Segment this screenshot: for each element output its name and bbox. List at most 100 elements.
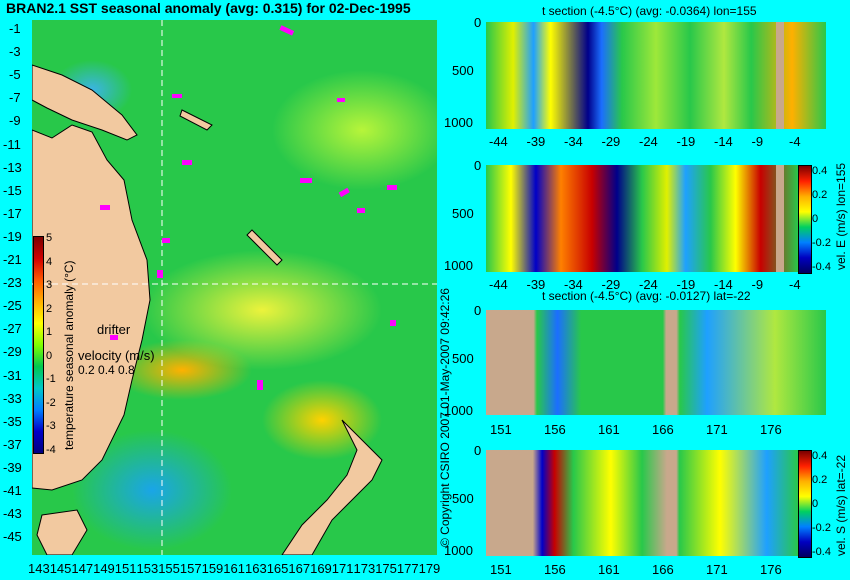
panel-x-tick: 156 [544,562,566,577]
panel-x-tick: 171 [706,562,728,577]
drifter-marker [157,270,163,278]
panel-y-tick: 0 [474,15,482,30]
drifter-marker [300,178,312,183]
map-colorbar-tick: -2 [46,396,56,409]
map-y-tick: -5 [9,67,21,83]
velocity-legend-scale: 0.2 0.4 0.8 [78,363,135,377]
map-y-tick: -17 [3,205,22,221]
map-colorbar-tick: -4 [46,443,56,456]
map-y-tick: -13 [3,159,22,175]
map-colorbar-tick: -1 [46,373,56,385]
map-x-tick: 161 [223,561,245,576]
map-colorbar-label: temperature seasonal anomaly (°C) [62,260,76,450]
velocity-legend-label: velocity (m/s) [78,348,155,363]
panel1-temperature-section [486,22,826,129]
map-y-tick: -27 [3,321,22,337]
map-y-tick: -21 [3,252,22,267]
panel-x-tick: -19 [676,277,696,292]
panel-y-tick: 500 [452,63,474,78]
panel-colorbar-tick: 0.2 [812,189,828,201]
panel-colorbar-tick: -0.2 [812,237,831,249]
panel-x-tick: 156 [544,422,566,437]
panel-x-tick: 166 [652,422,674,437]
map-y-tick: -11 [3,136,21,152]
map-x-tick: 179 [418,561,441,576]
map-y-tick: -29 [3,344,22,360]
drifter-marker [387,185,397,190]
map-x-tick: 157 [179,561,202,576]
map-y-tick: -7 [9,90,21,106]
panel-x-tick: -24 [639,277,658,292]
panel1-title: t section (-4.5°C) (avg: -0.0364) lon=15… [542,4,757,18]
panel-colorbar-tick: 0 [812,213,819,225]
panel-x-tick: -44 [489,277,508,292]
panel-x-tick: 151 [490,562,512,577]
panel-x-tick: -14 [714,134,733,149]
panel-y-tick: 500 [452,206,474,221]
new-guinea-land [32,64,138,141]
panel-x-tick: -44 [489,134,508,149]
map-colorbar-tick: 1 [46,326,53,338]
map-x-tick: 167 [288,561,311,576]
panel-colorbar-tick: 0.2 [812,474,828,486]
map-x-tick: 145 [49,561,72,576]
panel-colorbar-tick: 0.4 [812,165,828,177]
map-y-tick: -3 [9,44,21,60]
map-y-tick: -19 [3,228,22,244]
map-y-tick: -39 [3,459,22,475]
panel3-temperature-section [486,310,826,415]
drifter-marker [390,320,396,326]
drifter-marker [172,94,182,98]
panel-x-tick: -9 [751,277,764,292]
map-y-tick: -37 [3,436,22,452]
panel-colorbar-tick: 0 [812,498,819,510]
australia-land [32,124,151,491]
drifter-marker [337,98,345,102]
panel-x-tick: -29 [601,134,621,149]
drifter-marker [100,205,110,210]
drifter-marker [182,160,192,165]
panel-y-tick: 0 [474,303,482,318]
panel4-colorbar [798,450,812,558]
panel2-velocity-east-section [486,165,798,272]
panel-y-tick: 500 [452,491,474,506]
panel-x-tick: -39 [526,134,546,149]
drifter-marker [162,238,170,243]
drifter-markers [100,25,397,390]
map-y-tick: -23 [3,275,22,291]
panel-y-tick: 1000 [444,115,473,130]
map-y-tick: -31 [3,367,22,383]
map-y-tick: -43 [3,506,22,522]
panel2-colorbar [798,165,812,274]
panel-x-tick: -19 [676,134,696,149]
panel-x-tick: -14 [714,277,733,292]
panel4-colorbar-label: vel. S (m/s) lat=-22 [834,454,848,556]
map-colorbar-tick: 3 [46,279,53,291]
panel-x-tick: 166 [652,562,674,577]
map-x-tick: 163 [245,561,267,576]
panel2-seabed [776,165,784,272]
panel-y-tick: 1000 [444,403,473,418]
panel-colorbar-tick: 0.4 [812,450,828,462]
drifter-marker [338,187,350,198]
map-x-tick: 171 [331,561,354,576]
panel4-velocity-south-section [486,450,798,556]
map-x-tick: 153 [136,561,159,576]
map-title: BRAN2.1 SST seasonal anomaly (avg: 0.315… [6,0,411,16]
map-colorbar-tick: 0 [46,349,53,362]
panel-x-tick: 151 [490,422,512,437]
panel-x-tick: -4 [789,134,801,149]
panel-y-tick: 1000 [444,258,473,273]
new-caledonia-land [246,229,283,266]
drifter-marker [257,380,263,390]
map-y-tick: -1 [9,21,21,36]
solomon-islands-land [179,109,213,131]
panel-x-tick: -34 [564,134,583,149]
map-y-tick: -15 [3,182,22,198]
drifter-marker [357,208,365,213]
panel-x-tick: 161 [598,422,620,437]
map-x-tick: 147 [71,561,94,576]
panel-y-tick: 0 [474,443,482,458]
drifter-marker [279,25,295,36]
map-x-tick: 175 [375,561,397,576]
